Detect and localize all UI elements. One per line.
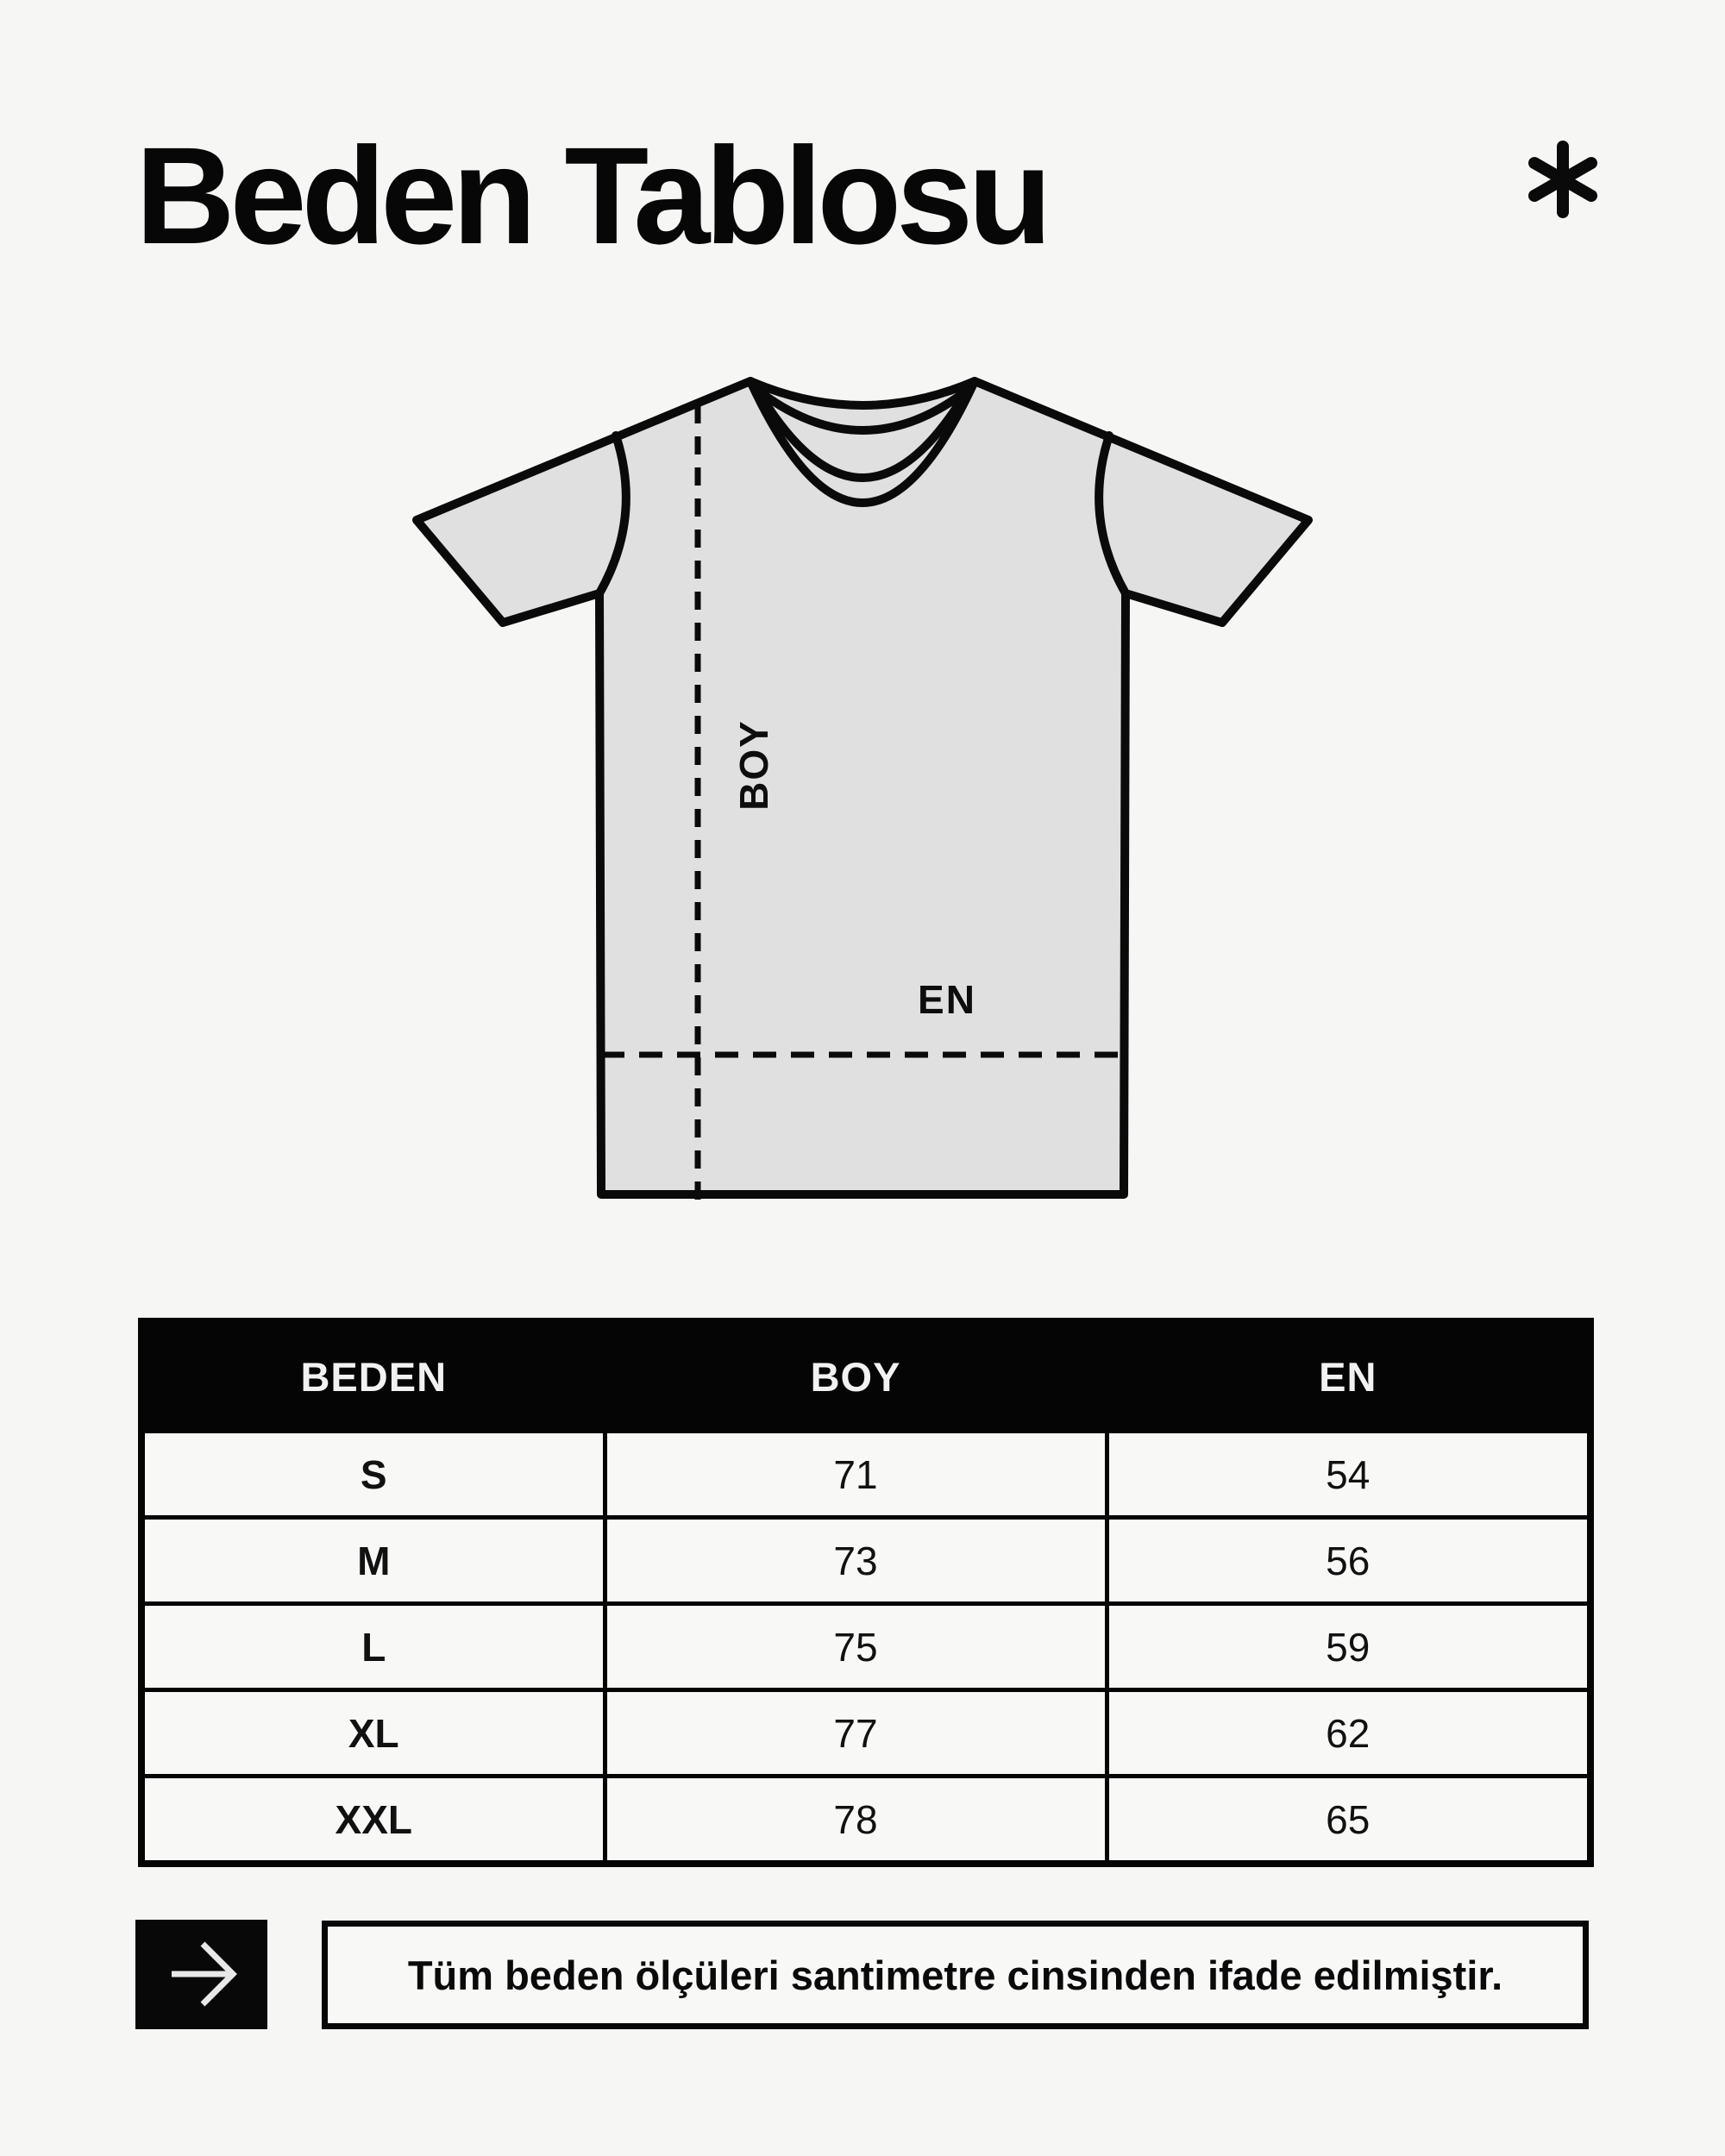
height-measure-label: BOY [731, 719, 776, 811]
size-cell: S [139, 1429, 607, 1520]
en-cell: 59 [1104, 1601, 1593, 1692]
en-cell: 65 [1104, 1774, 1593, 1866]
boy-cell: 75 [602, 1601, 1109, 1692]
measurement-note-text: Tüm beden ölçüleri santimetre cinsinden … [407, 1952, 1503, 1998]
measurement-note-box: Tüm beden ölçüleri santimetre cinsinden … [322, 1921, 1589, 2029]
left-armhole-seam [595, 431, 630, 598]
size-table: BEDEN BOY EN S 71 54 M 73 56 L 75 59 X [138, 1318, 1594, 1867]
width-measure-label: EN [918, 977, 976, 1022]
en-cell: 54 [1104, 1429, 1593, 1520]
size-table-header-row: BEDEN BOY EN [139, 1319, 1593, 1433]
en-cell: 56 [1104, 1515, 1593, 1606]
right-arrow-icon [172, 1941, 237, 2007]
en-cell: 62 [1104, 1688, 1593, 1778]
table-row: M 73 56 [139, 1515, 1593, 1606]
arrow-badge [135, 1920, 267, 2029]
table-row: XXL 78 65 [139, 1774, 1593, 1866]
size-cell: XXL [139, 1774, 607, 1866]
page-title: Beden Tablosu [135, 118, 1052, 273]
tshirt-diagram: BOY EN [412, 377, 1313, 1201]
table-row: S 71 54 [139, 1429, 1593, 1520]
size-cell: L [139, 1601, 607, 1692]
table-row: L 75 59 [139, 1601, 1593, 1692]
collar-front-inner [753, 385, 972, 482]
boy-cell: 77 [602, 1688, 1109, 1778]
size-cell: M [139, 1515, 607, 1606]
tshirt-silhouette [412, 377, 1313, 1199]
boy-cell: 71 [602, 1429, 1109, 1520]
header-beden: BEDEN [139, 1319, 607, 1433]
size-cell: XL [139, 1688, 607, 1778]
header-boy: BOY [602, 1319, 1109, 1433]
collar-back-seam [753, 385, 972, 435]
header-en: EN [1104, 1319, 1593, 1433]
boy-cell: 73 [602, 1515, 1109, 1606]
asterisk-icon [1528, 141, 1597, 218]
table-row: XL 77 62 [139, 1688, 1593, 1778]
boy-cell: 78 [602, 1774, 1109, 1866]
right-armhole-seam [1095, 431, 1130, 598]
collar-front-outer [746, 377, 979, 507]
